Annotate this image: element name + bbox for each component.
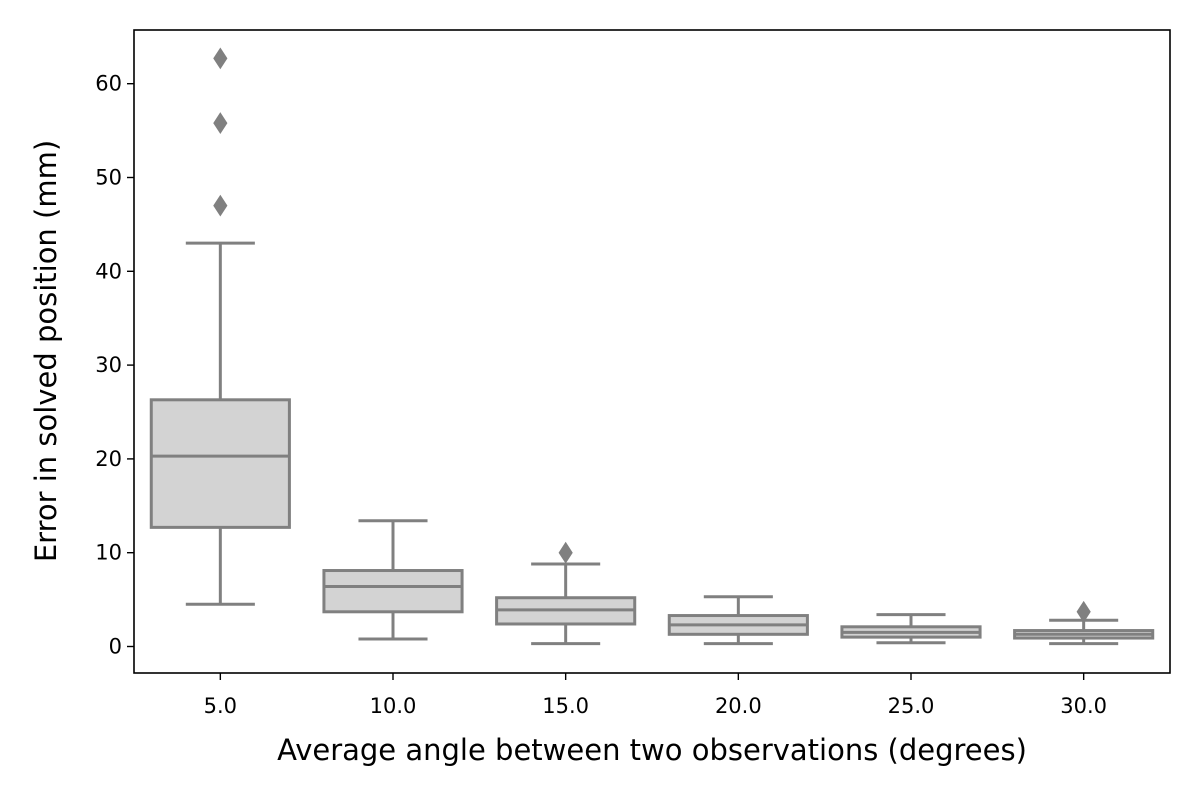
outlier-point: [213, 112, 228, 135]
box-15.0: [495, 541, 637, 646]
box-20.0: [667, 595, 809, 646]
outlier-point: [558, 541, 573, 564]
box-10.0: [322, 519, 464, 641]
box-5.0: [149, 47, 291, 606]
x-tick-label: 20.0: [715, 694, 762, 718]
box-30.0: [1013, 600, 1155, 646]
plot-frame: [133, 29, 1171, 674]
y-tick-label: 60: [95, 72, 122, 96]
x-tick-label: 5.0: [204, 694, 237, 718]
boxes-layer: [149, 47, 1155, 646]
x-tick-label: 10.0: [370, 694, 417, 718]
y-axis: 0 10 20 30 40 50 60: [95, 72, 134, 659]
y-tick-label: 50: [95, 166, 122, 190]
y-tick-label: 0: [109, 635, 122, 659]
y-tick-label: 20: [95, 447, 122, 471]
y-axis-label: Error in solved position (mm): [29, 140, 63, 562]
outlier-point: [213, 47, 228, 70]
iqr-box: [149, 398, 291, 529]
x-tick-label: 30.0: [1060, 694, 1107, 718]
iqr-box: [322, 569, 464, 614]
x-tick-label: 25.0: [888, 694, 935, 718]
x-tick-label: 15.0: [542, 694, 589, 718]
box-25.0: [840, 613, 982, 645]
y-tick-label: 30: [95, 353, 122, 377]
y-tick-label: 40: [95, 259, 122, 283]
x-axis: 5.0 10.0 15.0 20.0 25.0 30.0: [204, 673, 1107, 718]
outlier-point: [1076, 600, 1091, 623]
outlier-point: [213, 194, 228, 217]
x-axis-label: Average angle between two observations (…: [277, 733, 1027, 767]
y-tick-label: 10: [95, 541, 122, 565]
